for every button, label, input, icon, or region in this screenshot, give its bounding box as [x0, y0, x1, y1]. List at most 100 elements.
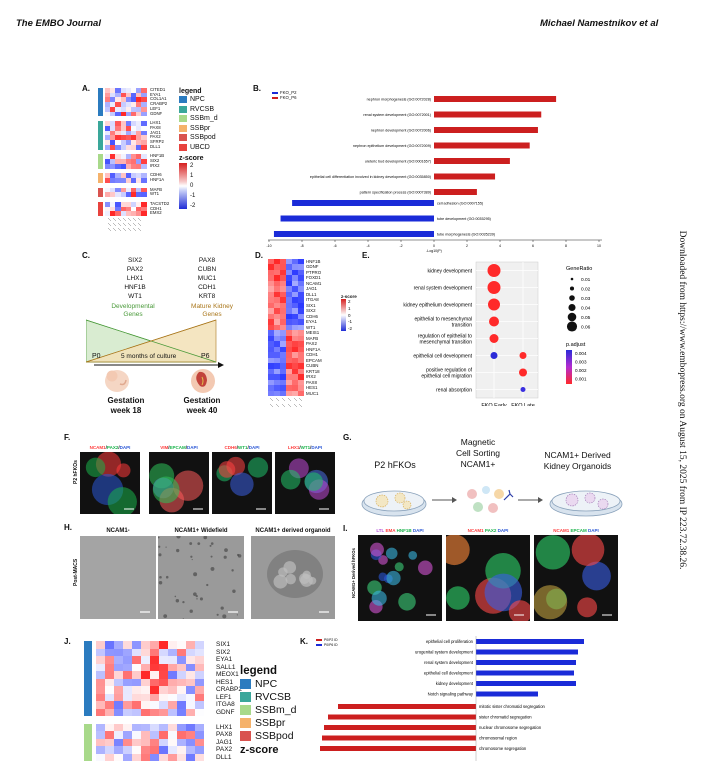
heatmap-cell: [186, 663, 195, 671]
heatmap-cell: [141, 746, 150, 754]
bar-up: [476, 670, 574, 676]
heatmap-cell: [280, 319, 286, 325]
heatmap-cell: [114, 753, 123, 761]
heatmap-cell: [292, 308, 298, 314]
heatmap-cell: [123, 723, 132, 731]
cell-cluster: [158, 536, 160, 539]
heatmap-cell: [168, 671, 177, 679]
bar-down: [292, 200, 434, 206]
heatmap-cell: [105, 144, 111, 150]
organoid-lumen: [285, 573, 296, 585]
heatmap-cell: [298, 259, 304, 265]
zscore-tick: -2: [190, 203, 196, 209]
heatmap-cell: [141, 173, 147, 179]
heatmap-cell: [280, 280, 286, 287]
legend-swatch: [240, 704, 251, 715]
heatmap-cell: [150, 648, 159, 656]
term-label: nephron development (GO:0072006): [371, 129, 431, 133]
heatmap-cell: [280, 302, 286, 309]
heatmap-cell: [177, 693, 186, 701]
heatmap-cell: [292, 269, 298, 276]
heatmap-cell: [110, 121, 116, 126]
cell-cluster: [158, 581, 163, 585]
gene-label: SIX2: [150, 158, 160, 164]
caption-segment: HNF1B: [395, 528, 412, 533]
heatmap-cell: [274, 269, 280, 276]
caption-segment: NCAM1: [553, 528, 570, 533]
heatmap-cell: [195, 648, 204, 656]
group-bar-cell: [84, 731, 92, 739]
term-label: renal absorption: [436, 388, 472, 394]
x-tick-label: 0: [433, 244, 435, 248]
term-label: epithelial cell migration: [421, 374, 472, 380]
heatmap-cell: [123, 686, 132, 694]
heatmap-cell: [298, 385, 304, 391]
legend-item: UBCD: [179, 143, 218, 153]
heatmap-cell: [159, 671, 168, 679]
cell-cluster: [236, 614, 238, 616]
developmental-genes-label: Developmental Genes: [111, 303, 155, 318]
heatmap-cell: [105, 731, 114, 739]
caption-segment: LHX1: [287, 445, 300, 450]
size-legend-label: 0.06: [581, 325, 591, 331]
heatmap-cell: [132, 723, 141, 731]
heatmap-cell: [120, 206, 126, 212]
heatmap-cell: [268, 374, 274, 380]
heatmap-cell: [286, 379, 292, 386]
heatmap-cell: [120, 102, 126, 107]
heatmap-cell: [195, 708, 204, 716]
micrograph-caption: NCAM1 PAX2 DAPI: [446, 527, 530, 535]
dev-gene: SIX2: [127, 257, 143, 264]
heatmap-cell: [292, 259, 298, 265]
legend-j: legend NPC RVCSB SSBm_d SSBpr SSBpod z-score: [240, 665, 296, 756]
heatmap-cell: [96, 708, 105, 716]
group-bar-cell: [98, 92, 103, 98]
dot: [489, 316, 499, 327]
group-bar-cell: [84, 648, 92, 656]
heatmap-cell: [125, 187, 131, 193]
heatmap-cell: [120, 135, 126, 141]
heatmap-cell: [168, 641, 177, 649]
caption-segment: /: [299, 445, 301, 450]
term-label: kidney development: [428, 269, 473, 275]
heatmap-cell: [110, 135, 116, 141]
heatmap-cell: [141, 178, 147, 183]
journal-title: The EMBO Journal: [16, 18, 101, 29]
heatmap-cell: [177, 678, 186, 686]
heatmap-cell: [115, 211, 121, 216]
size-legend-label: 0.03: [581, 296, 591, 302]
gene-label: MAFB: [150, 186, 162, 192]
heatmap-cell: [110, 106, 116, 112]
dot: [487, 264, 501, 277]
heatmap-cell: [136, 135, 142, 141]
gene-label: EYA1: [216, 656, 233, 663]
legend-item: SSBpod: [240, 729, 296, 742]
tissue-blob: [484, 573, 523, 612]
heatmap-cell: [159, 641, 168, 649]
heatmap-cell: [132, 641, 141, 649]
x-category-label: FKO Late: [511, 403, 535, 406]
bar-down: [328, 714, 476, 720]
zscore-tick: 2: [190, 163, 194, 169]
heatmap-cell: [114, 708, 123, 716]
legend-item: SSBpr: [179, 124, 218, 134]
heatmap-cell: [274, 259, 280, 265]
heatmap-cell: [150, 701, 159, 709]
tissue-blob: [371, 590, 387, 606]
gene-label: LHX1: [216, 723, 233, 731]
cell-cluster: [182, 601, 185, 604]
gene-label: HES1: [306, 385, 318, 391]
heatmap-cell: [132, 746, 141, 754]
fetus-week18-illustration: [105, 370, 129, 392]
heatmap-cell: [177, 686, 186, 694]
legend-item: NPC: [179, 95, 218, 105]
heatmap-cell: [125, 88, 131, 93]
cell-cluster: [158, 553, 162, 557]
heatmap-cell: [177, 731, 186, 739]
caption-segment: DAPI: [311, 445, 323, 450]
heatmap-cell: [114, 648, 123, 656]
group-bar-cell: [98, 121, 103, 126]
heatmap-d: [268, 259, 304, 396]
heatmap-cell: [96, 641, 105, 649]
heatmap-cell: [123, 656, 132, 664]
